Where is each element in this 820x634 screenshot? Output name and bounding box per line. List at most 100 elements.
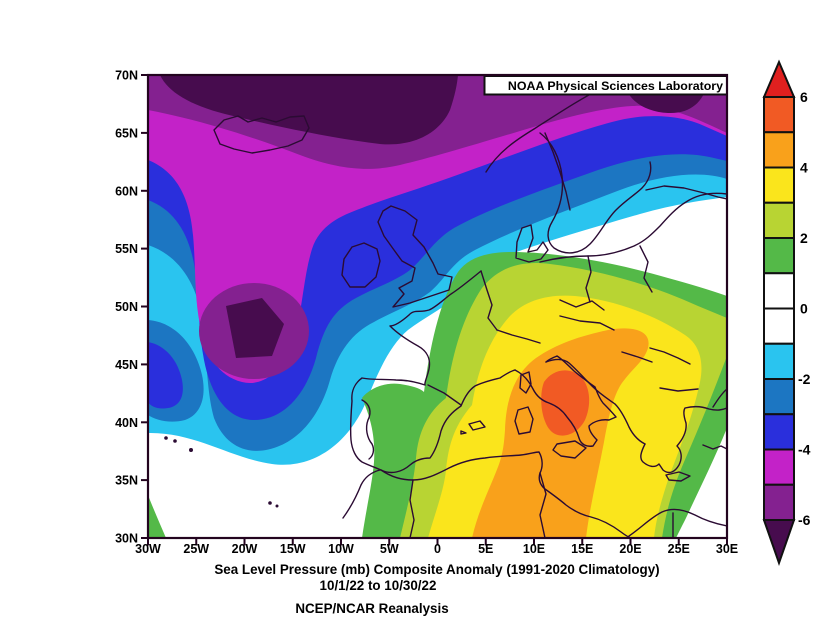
coast-iceland bbox=[213, 115, 310, 154]
plot-title: Sea Level Pressure (mb) Composite Anomal… bbox=[214, 562, 659, 577]
x-tick-label: 15E bbox=[571, 542, 593, 556]
border-rhine-alps bbox=[480, 270, 498, 331]
colorbar-cell-5-6 bbox=[763, 96, 795, 134]
coast-gulf-of-finland bbox=[645, 185, 727, 200]
y-tick-label: 50N bbox=[115, 300, 138, 314]
colorbar-label: 6 bbox=[800, 89, 808, 105]
x-tick-label: 10E bbox=[523, 542, 545, 556]
colorbar-label: -2 bbox=[798, 371, 811, 387]
y-tick-label: 40N bbox=[115, 416, 138, 430]
plot-dataset: NCEP/NCAR Reanalysis bbox=[295, 601, 448, 616]
border-morocco-algeria bbox=[409, 479, 415, 538]
coast-greece bbox=[640, 405, 727, 474]
coast-ireland bbox=[341, 242, 381, 288]
colorbar-cell-neg4-neg3 bbox=[763, 413, 795, 451]
border-czech bbox=[559, 299, 605, 311]
x-tick-label: 20E bbox=[619, 542, 641, 556]
coast-balearics bbox=[460, 420, 486, 435]
y-tick-label: 60N bbox=[115, 184, 138, 198]
island-dot bbox=[275, 504, 279, 508]
colorbar-cell-neg1-0 bbox=[763, 307, 795, 345]
coast-north-africa-east bbox=[628, 508, 727, 537]
contour-finger-royalblue bbox=[148, 342, 183, 409]
border-carpathian bbox=[649, 347, 691, 365]
y-tick-label: 35N bbox=[115, 474, 138, 488]
contour-sliver-green-sw bbox=[148, 495, 166, 538]
coast-north-africa-west bbox=[342, 451, 632, 538]
island-specks-azores-madeira bbox=[164, 436, 279, 508]
colorbar-label: -4 bbox=[798, 442, 811, 458]
y-tick-marks bbox=[141, 74, 148, 539]
border-portugal-spain bbox=[361, 399, 375, 460]
island-dot bbox=[173, 439, 177, 443]
y-tick-label: 30N bbox=[115, 532, 138, 546]
coastlines-layer bbox=[213, 75, 727, 538]
x-tick-label: 25E bbox=[668, 542, 690, 556]
coast-italy-west bbox=[514, 355, 617, 447]
y-tick-label: 70N bbox=[115, 69, 138, 83]
border-norway-sweden bbox=[544, 132, 571, 211]
y-tick-label: 55N bbox=[115, 242, 138, 256]
colorbar-arrow-bottom bbox=[762, 519, 796, 567]
contour-core-dark-low bbox=[226, 298, 284, 358]
coast-turkey-sw bbox=[702, 444, 727, 450]
plot-date-range: 10/1/22 to 10/30/22 bbox=[320, 578, 437, 593]
x-tick-label: 30E bbox=[716, 542, 738, 556]
x-tick-label: 30W bbox=[135, 542, 161, 556]
border-pyrenees bbox=[427, 384, 462, 406]
border-tunisia-libya bbox=[539, 472, 547, 538]
x-tick-label: 20W bbox=[232, 542, 258, 556]
x-tick-label: 5E bbox=[478, 542, 493, 556]
contour-core-orangered bbox=[541, 370, 590, 436]
x-axis-labels: 30W 25W 20W 15W 10W 5W 0 5E 10E 15E 20E … bbox=[135, 542, 738, 556]
colorbar-label: 4 bbox=[800, 160, 808, 176]
x-tick-marks bbox=[147, 538, 728, 546]
y-axis-labels: 70N 65N 60N 55N 50N 45N 40N 35N 30N bbox=[115, 69, 138, 546]
border-germany-poland bbox=[585, 255, 592, 303]
y-tick-label: 65N bbox=[115, 126, 138, 140]
coast-corsica bbox=[519, 371, 532, 394]
x-tick-label: 15W bbox=[280, 542, 306, 556]
lab-credit-label: NOAA Physical Sciences Laboratory bbox=[508, 79, 723, 93]
colorbar-cell-neg6-neg5 bbox=[763, 483, 795, 521]
contour-core-dark-north bbox=[160, 75, 458, 145]
colorbar-cell-4-5 bbox=[763, 131, 795, 169]
border-bulgaria bbox=[659, 387, 699, 392]
coast-sicily bbox=[552, 440, 587, 459]
border-austria-hungary bbox=[559, 315, 615, 331]
colorbar-cell-neg5-neg4 bbox=[763, 448, 795, 486]
x-tick-label: 25W bbox=[183, 542, 209, 556]
coast-baltic-south bbox=[539, 192, 727, 263]
border-alps-south bbox=[496, 329, 541, 344]
colorbar-cell-neg3-neg2 bbox=[763, 378, 795, 416]
colorbar-cell-0-1 bbox=[763, 272, 795, 310]
colorbar-label: -6 bbox=[798, 512, 811, 528]
y-tick-label: 45N bbox=[115, 358, 138, 372]
map-frame-and-ticks bbox=[141, 73, 729, 546]
border-east-poland bbox=[639, 245, 653, 293]
colorbar-arrow-top bbox=[762, 59, 796, 98]
colorbar-label: 0 bbox=[800, 301, 808, 317]
coast-black-sea bbox=[712, 388, 727, 408]
coast-west-europe-iberia bbox=[349, 270, 516, 474]
island-dot bbox=[164, 436, 168, 440]
title-block: Sea Level Pressure (mb) Composite Anomal… bbox=[214, 562, 659, 616]
x-tick-label: 0 bbox=[434, 542, 441, 556]
border-balkan-north bbox=[621, 351, 653, 363]
colorbar-cells bbox=[763, 96, 795, 521]
colorbar-cell-1-2 bbox=[763, 237, 795, 275]
x-tick-label: 10W bbox=[328, 542, 354, 556]
colorbar-cell-neg2-neg1 bbox=[763, 342, 795, 380]
island-dot bbox=[268, 501, 272, 505]
x-tick-label: 5W bbox=[380, 542, 399, 556]
coast-great-britain bbox=[377, 205, 453, 308]
coast-crete bbox=[665, 471, 691, 482]
colorbar-cell-2-3 bbox=[763, 201, 795, 239]
colorbar-cell-3-4 bbox=[763, 166, 795, 204]
colorbar: 6 4 2 0 -2 -4 -6 bbox=[762, 59, 811, 567]
colorbar-labels: 6 4 2 0 -2 -4 -6 bbox=[798, 89, 811, 528]
contour-field bbox=[148, 75, 727, 538]
coast-adriatic-east bbox=[545, 358, 646, 445]
